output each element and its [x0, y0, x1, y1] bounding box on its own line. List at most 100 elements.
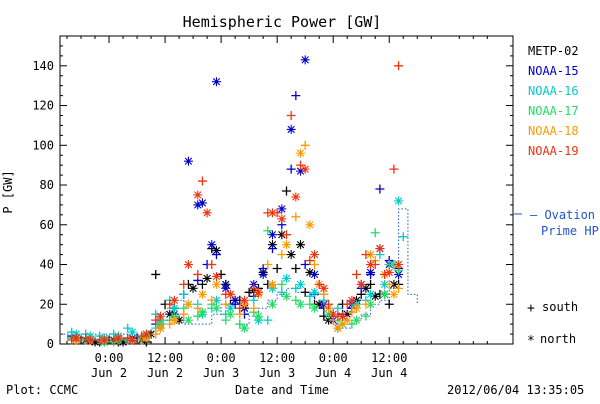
north-star-mark: [370, 291, 380, 301]
north-star-mark: [267, 279, 277, 289]
south-plus-mark: [179, 279, 189, 289]
north-star-mark: [127, 335, 137, 345]
south-plus-mark: [221, 315, 231, 325]
north-star-mark: [356, 279, 366, 289]
north-star-mark: [296, 148, 306, 158]
north-star-mark: [267, 208, 277, 218]
x-tick-date-label: Jun 4: [315, 366, 351, 380]
y-tick-label: 0: [47, 337, 54, 351]
ovation-label-line2: Prime HPI: [541, 224, 600, 238]
south-plus-mark: [384, 299, 394, 309]
north-star-mark: [333, 323, 343, 333]
south-plus-mark: [282, 230, 291, 240]
north-star-mark: [328, 309, 338, 319]
north-star-mark: [99, 335, 109, 345]
south-plus-mark: [286, 164, 296, 174]
north-star-mark: [366, 289, 376, 299]
south-plus-mark: [305, 299, 315, 309]
north-star-mark: [310, 250, 320, 260]
north-star-mark: [277, 230, 287, 240]
plot-frame: [59, 35, 514, 345]
north-star-mark: [366, 250, 376, 260]
north-star-mark: [389, 289, 399, 299]
north-star-mark: [380, 289, 390, 299]
south-plus-mark: [197, 176, 207, 186]
south-plus-mark: [282, 186, 291, 196]
north-star-mark: [225, 309, 235, 319]
series-noaa-17: [67, 226, 404, 347]
north-star-mark: [389, 279, 399, 289]
x-tick-time-label: 0:00: [95, 351, 124, 365]
north-star-mark: [366, 267, 376, 277]
north-star-mark: [380, 279, 390, 289]
north-star-mark: [324, 315, 334, 325]
north-star-mark: [211, 271, 221, 281]
north-star-mark: [188, 283, 198, 293]
south-plus-mark: [314, 279, 324, 289]
south-plus-mark: [277, 279, 287, 289]
north-star-mark: [155, 323, 165, 333]
legend-entry: METP-02: [528, 44, 579, 58]
north-star-mark: [221, 283, 231, 293]
north-star-mark: [300, 55, 310, 65]
y-tick-label: 100: [32, 138, 54, 152]
south-plus-mark: [361, 299, 371, 309]
south-plus-mark: [384, 279, 394, 289]
north-star-mark: [305, 267, 315, 277]
south-plus-mark: [296, 160, 306, 170]
south-plus-mark: [333, 303, 343, 313]
north-star-mark: [239, 295, 249, 305]
south-plus-mark: [249, 295, 259, 305]
south-plus-mark: [207, 295, 217, 305]
north-star-mark: [183, 260, 193, 270]
south-plus-mark: [277, 250, 287, 260]
x-tick-date-label: Jun 2: [91, 366, 127, 380]
footer-timestamp: 2012/06/04 13:35:05: [447, 383, 584, 397]
north-star-mark: [366, 260, 376, 270]
x-tick-date-label: Jun 3: [259, 366, 295, 380]
south-plus-mark: [338, 319, 348, 329]
south-plus-mark: [291, 91, 301, 101]
north-star-mark: [310, 303, 320, 313]
x-tick-time-label: 0:00: [207, 351, 236, 365]
south-plus-mark: [291, 295, 301, 305]
y-tick-label: 60: [40, 218, 54, 232]
south-plus-mark: [389, 164, 399, 174]
legend-north-label: north: [540, 332, 576, 346]
north-star-mark: [342, 315, 352, 325]
x-tick-time-label: 12:00: [147, 351, 183, 365]
x-tick-time-label: 12:00: [371, 351, 407, 365]
south-plus-mark: [366, 279, 376, 289]
north-star-mark: [118, 337, 128, 347]
south-plus-mark: [305, 256, 315, 266]
south-plus-mark: [394, 283, 404, 293]
north-star-mark: [296, 299, 306, 309]
north-star-mark: [183, 315, 193, 325]
y-tick-label: 120: [32, 99, 54, 113]
south-plus-mark: [272, 263, 282, 273]
south-plus-mark: [277, 287, 287, 297]
north-star-mark: [202, 273, 212, 283]
north-star-mark: [310, 269, 320, 279]
legend-entry: NOAA-16: [528, 84, 579, 98]
south-plus-mark: [235, 303, 245, 313]
north-star-mark: [277, 214, 287, 224]
north-star-mark: [169, 295, 179, 305]
south-plus-mark: [249, 283, 259, 293]
north-star-mark: [282, 291, 291, 301]
north-star-mark: [207, 240, 217, 250]
plot-border: [59, 35, 514, 345]
series-metp-02: [67, 186, 404, 347]
north-star-mark: [211, 77, 221, 87]
south-plus-mark: [398, 232, 408, 242]
north-star-mark: [361, 283, 371, 293]
ovation-series: [60, 208, 418, 335]
north-star-mark: [338, 311, 348, 321]
north-star-mark: [319, 283, 329, 293]
north-star-mark: [197, 307, 207, 317]
south-plus-mark: [286, 110, 296, 120]
north-star-mark: [193, 200, 203, 210]
south-plus-mark: [211, 250, 221, 260]
north-star-mark: [211, 295, 221, 305]
legend-entry: NOAA-19: [528, 144, 579, 158]
